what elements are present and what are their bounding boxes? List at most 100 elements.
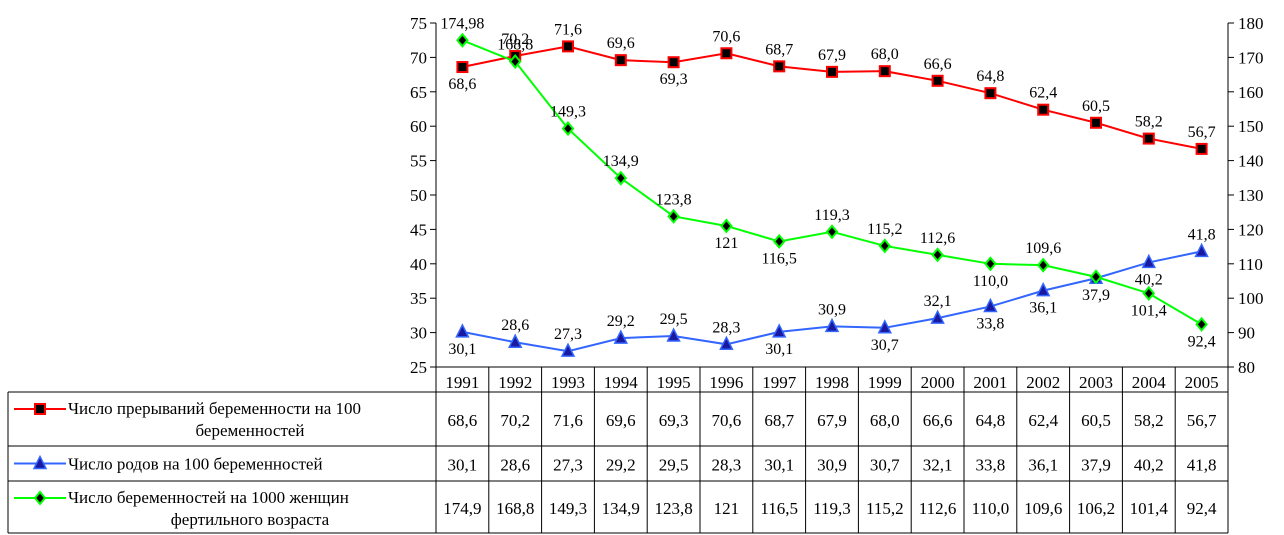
table-cell: 30,9 <box>817 456 847 475</box>
right-tick-label: 130 <box>1238 186 1264 205</box>
category-label: 1996 <box>709 373 743 392</box>
data-point <box>614 54 627 67</box>
table-cell: 58,2 <box>1134 411 1164 430</box>
data-point <box>508 53 522 70</box>
category-label: 1992 <box>498 373 532 392</box>
category-label: 1995 <box>657 373 691 392</box>
data-point <box>931 74 944 87</box>
data-point <box>1089 269 1103 285</box>
table-cell: 92,4 <box>1187 499 1217 518</box>
category-label: 1998 <box>815 373 849 392</box>
data-point <box>1142 285 1156 301</box>
table-cell: 68,0 <box>870 411 900 430</box>
table-cell: 119,3 <box>813 499 851 518</box>
table-cell: 60,5 <box>1081 411 1111 430</box>
data-point <box>1037 103 1050 116</box>
category-label: 2001 <box>973 373 1007 392</box>
data-label: 33,8 <box>976 315 1004 332</box>
left-tick-label: 70 <box>410 48 427 67</box>
legend-label: Число беременностей на 1000 женщин <box>68 488 349 507</box>
table-cell: 66,6 <box>923 411 953 430</box>
right-tick-label: 120 <box>1238 220 1264 239</box>
table-cell: 36,1 <box>1028 456 1058 475</box>
data-label: 64,8 <box>976 68 1004 85</box>
right-tick-label: 160 <box>1238 83 1264 102</box>
data-point <box>1195 316 1208 332</box>
table-cell: 112,6 <box>919 499 957 518</box>
data-point <box>456 61 469 74</box>
data-label: 68,0 <box>871 46 899 63</box>
table-cell: 56,7 <box>1187 411 1217 430</box>
left-tick-label: 35 <box>410 289 427 308</box>
table-cell: 69,3 <box>659 411 689 430</box>
data-point <box>1141 253 1157 269</box>
legend-marker <box>34 403 46 415</box>
data-label: 109,6 <box>1025 240 1061 257</box>
data-point <box>1195 142 1208 155</box>
data-point <box>561 121 575 137</box>
data-label: 112,6 <box>920 230 955 247</box>
data-label: 30,7 <box>871 337 899 354</box>
data-point <box>719 335 734 351</box>
data-label: 149,3 <box>550 104 586 121</box>
table-cell: 30,1 <box>448 456 478 475</box>
data-label: 168,8 <box>497 37 533 54</box>
data-label: 40,2 <box>1135 271 1163 288</box>
data-label: 69,3 <box>660 71 688 88</box>
data-label: 28,6 <box>501 317 529 334</box>
data-point <box>614 170 628 186</box>
data-label: 71,6 <box>554 21 582 38</box>
data-label: 70,6 <box>712 28 740 45</box>
table-cell: 41,8 <box>1187 456 1217 475</box>
data-point <box>771 323 787 338</box>
data-label: 60,5 <box>1082 98 1110 115</box>
table-cell: 40,2 <box>1134 456 1164 475</box>
table-cell: 116,5 <box>760 499 798 518</box>
data-point <box>826 65 838 78</box>
data-point <box>456 32 469 48</box>
table-cell: 62,4 <box>1028 411 1058 430</box>
category-label: 1999 <box>868 373 902 392</box>
category-label: 2004 <box>1132 373 1167 392</box>
data-label: 56,7 <box>1188 124 1216 141</box>
category-label: 1994 <box>604 373 639 392</box>
data-point <box>931 247 944 263</box>
data-label: 28,3 <box>712 319 740 336</box>
left-tick-label: 55 <box>410 152 427 171</box>
table-cell: 67,9 <box>817 411 847 430</box>
table-cell: 106,2 <box>1077 499 1115 518</box>
table-cell: 70,6 <box>712 411 742 430</box>
data-label: 36,1 <box>1029 300 1057 317</box>
data-point <box>507 333 523 348</box>
data-point <box>667 208 680 224</box>
table-cell: 29,2 <box>606 456 636 475</box>
data-label: 101,4 <box>1131 302 1167 319</box>
left-tick-label: 40 <box>410 255 427 274</box>
table-cell: 174,9 <box>443 499 481 518</box>
data-point <box>877 319 893 334</box>
table-cell: 110,0 <box>972 499 1010 518</box>
data-point <box>1036 257 1050 273</box>
legend-label: Число прерываний беременности на 100 <box>68 399 361 418</box>
left-tick-label: 30 <box>410 324 427 343</box>
data-point <box>560 342 576 357</box>
right-tick-label: 180 <box>1238 14 1264 33</box>
table-cell: 134,9 <box>602 499 640 518</box>
data-label: 121 <box>714 235 738 252</box>
legend-marker <box>32 454 48 470</box>
data-label: 174,98 <box>440 15 484 32</box>
data-point <box>1142 132 1155 145</box>
left-tick-label: 75 <box>410 14 427 33</box>
left-tick-label: 65 <box>410 83 427 102</box>
table-cell: 70,2 <box>500 411 530 430</box>
data-label: 92,4 <box>1188 333 1216 350</box>
category-label: 1991 <box>445 373 479 392</box>
data-point <box>984 87 997 100</box>
table-cell: 37,9 <box>1081 456 1111 475</box>
data-label: 110,0 <box>973 273 1008 290</box>
data-label: 62,4 <box>1029 85 1057 102</box>
legend-marker <box>33 490 47 506</box>
right-tick-label: 110 <box>1238 255 1263 274</box>
data-point <box>1035 281 1051 297</box>
